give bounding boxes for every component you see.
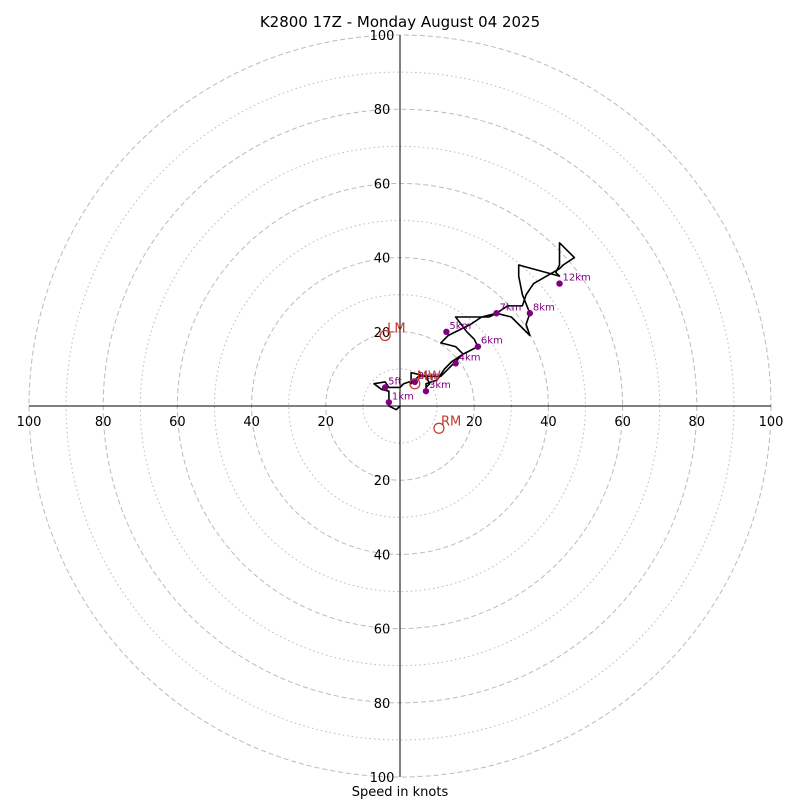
storm-motion-label: LM [387,322,405,337]
tick-label: 60 [374,623,391,638]
height-marker-dot [443,328,450,335]
tick-label: 80 [95,415,112,430]
height-marker-label: 5km [449,321,471,332]
chart-title: K2800 17Z - Monday August 04 2025 [260,13,540,31]
height-marker-dot [493,310,500,317]
height-marker-label: 5ft [388,376,402,387]
height-marker-label: 8km [533,302,555,313]
height-marker-label: 3km [429,380,451,391]
tick-label: 20 [374,474,391,489]
tick-label: 40 [374,548,391,563]
tick-label: 40 [540,415,557,430]
x-axis-label: Speed in knots [352,785,449,800]
hodograph-line [373,242,576,411]
storm-motion-marker [409,378,421,390]
storm-motions: LM MW RM [379,322,461,434]
tick-label: 60 [614,415,631,430]
tick-label: 80 [374,103,391,118]
height-marker-label: 7km [499,302,521,313]
storm-motion-label: MW [417,370,441,385]
height-marker-dot [381,384,389,391]
height-marker-label: 2km [418,371,440,382]
tick-label: 20 [374,326,391,341]
tick-label: 80 [374,697,391,712]
tick-label: 60 [169,415,186,430]
storm-motion-marker [433,422,445,434]
tick-label: 40 [374,252,391,267]
height-marker-dot [474,343,482,350]
tick-label: 100 [370,771,395,786]
hodograph-trace [373,242,576,411]
tick-label: 80 [689,415,706,430]
tick-labels: 20 20 20 20 40 40 40 40 60 60 60 60 80 80 80 80 100 100 10… [17,29,784,786]
tick-label: 60 [374,177,391,192]
height-marker-dot [422,387,430,395]
height-marker-dot [385,399,393,406]
height-marker-label: 1km [392,391,414,402]
tick-label: 100 [759,415,784,430]
height-marker-dot [556,280,563,287]
height-marker-label: 12km [563,273,591,284]
height-marker-label: 4km [459,352,481,363]
tick-label: 100 [17,415,42,430]
tick-label: 20 [318,415,335,430]
height-marker-dot [452,360,459,367]
storm-motion-marker [379,329,391,342]
height-marker-dot [526,310,534,317]
tick-label: 40 [243,415,260,430]
tick-label: 100 [370,29,395,44]
tick-label: 20 [466,415,483,430]
height-marker-label: 6km [481,336,503,347]
height-marker-dot [411,378,419,386]
storm-motion-label: RM [441,414,461,429]
